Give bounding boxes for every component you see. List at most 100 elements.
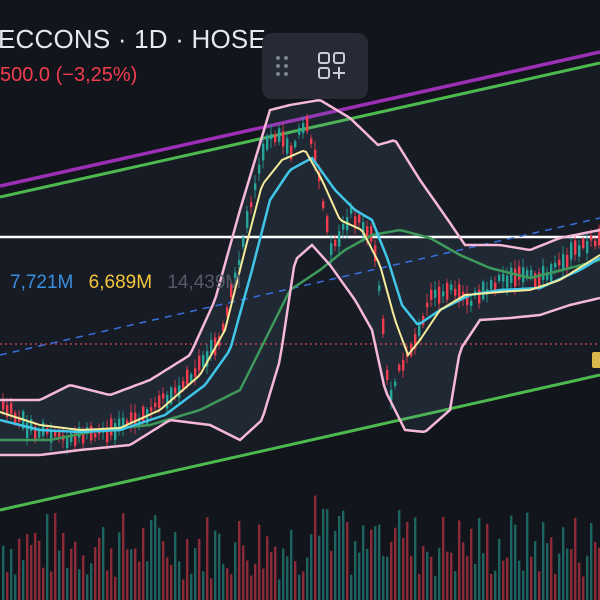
- candle: [70, 433, 73, 443]
- trend-channel-bottom-green: [0, 373, 600, 512]
- volume-bar: [30, 545, 33, 600]
- volume-bar: [490, 573, 493, 600]
- bollinger-band-fill: [0, 100, 600, 455]
- volume-bar: [130, 549, 133, 600]
- volume-bar: [170, 564, 173, 600]
- volume-bar: [118, 532, 121, 600]
- candle: [326, 216, 329, 232]
- add-layout-icon[interactable]: [302, 33, 362, 99]
- volume-bar: [274, 546, 277, 600]
- candle: [574, 240, 577, 255]
- volume-bar: [14, 574, 17, 600]
- candle: [370, 226, 373, 242]
- candle: [162, 393, 165, 399]
- candle: [154, 402, 157, 408]
- candle: [26, 422, 29, 439]
- candle: [194, 368, 197, 377]
- volume-bar: [526, 512, 529, 600]
- volume-bar: [406, 521, 409, 600]
- volume-bar: [506, 557, 509, 600]
- volume-bar: [50, 571, 53, 600]
- volume-bar: [338, 515, 341, 600]
- volume-bar: [550, 537, 553, 600]
- volume-bar: [414, 517, 417, 600]
- volume-bar: [498, 538, 501, 600]
- candle: [74, 430, 77, 446]
- volume-bar: [178, 561, 181, 600]
- moving-average-fast-line: [0, 149, 600, 431]
- drag-handle-icon[interactable]: [262, 33, 302, 99]
- volume-bar: [194, 548, 197, 600]
- candle: [122, 417, 125, 430]
- candle: [38, 429, 41, 438]
- candle: [390, 390, 393, 401]
- volume-bar: [562, 527, 565, 600]
- candle: [82, 433, 85, 444]
- volume-bar: [350, 574, 353, 600]
- candle: [294, 141, 297, 148]
- candle: [134, 412, 137, 426]
- volume-bar: [486, 523, 489, 600]
- volume-bar: [166, 557, 169, 600]
- candle: [322, 201, 325, 209]
- volume-bar: [578, 562, 581, 600]
- volume-bar: [466, 555, 469, 600]
- volume-bar: [42, 567, 45, 600]
- volume-bar: [346, 521, 349, 600]
- candle: [570, 242, 573, 260]
- candle: [222, 323, 225, 332]
- candle: [270, 133, 273, 140]
- candle: [366, 226, 369, 240]
- candle: [578, 245, 581, 257]
- candle: [582, 238, 585, 248]
- candle: [178, 385, 181, 398]
- volume-bar: [394, 527, 397, 600]
- volume-bar: [438, 548, 441, 600]
- trend-channel-fill: [0, 63, 600, 510]
- volume-bar: [174, 531, 177, 600]
- volume-bar: [26, 533, 29, 600]
- volume-bar: [594, 542, 597, 600]
- candle: [466, 293, 469, 305]
- candle: [530, 270, 533, 277]
- candle: [210, 339, 213, 354]
- price-change: 500.0 (−3,25%): [0, 64, 138, 86]
- candle: [186, 369, 189, 385]
- candle: [542, 266, 545, 281]
- candle: [534, 273, 537, 287]
- volume-bar: [198, 538, 201, 600]
- volume-bar: [278, 579, 281, 600]
- volume-bar: [146, 561, 149, 600]
- volume-bar: [386, 556, 389, 600]
- candle: [138, 418, 141, 426]
- candle: [170, 387, 173, 404]
- volume-bar: [250, 575, 253, 600]
- volume-bar: [362, 525, 365, 600]
- candle: [514, 268, 517, 287]
- volume-bar: [450, 552, 453, 600]
- volume-bar: [286, 556, 289, 600]
- volume-bar: [246, 560, 249, 600]
- candle: [278, 128, 281, 142]
- candle: [566, 254, 569, 270]
- volume-value-2: 6,689M: [88, 272, 153, 293]
- volume-bar: [374, 526, 377, 600]
- symbol-title[interactable]: ECCONS · 1D · HOSE: [0, 24, 266, 54]
- trend-channel-top-purple: [0, 50, 600, 188]
- candle: [238, 259, 241, 265]
- volume-bar: [494, 570, 497, 600]
- volume-bar: [38, 540, 41, 600]
- volume-bar: [154, 515, 157, 600]
- volume-bar: [110, 548, 113, 600]
- volume-bar: [530, 556, 533, 600]
- volume-legend: 7,721M 6,689M 14,439M: [10, 272, 251, 294]
- volume-value-1: 7,721M: [10, 272, 74, 293]
- candle: [430, 289, 433, 300]
- volume-bar: [122, 513, 125, 600]
- volume-bar: [342, 510, 345, 600]
- volume-bar: [390, 541, 393, 600]
- volume-bar: [98, 537, 101, 600]
- candle: [454, 288, 457, 296]
